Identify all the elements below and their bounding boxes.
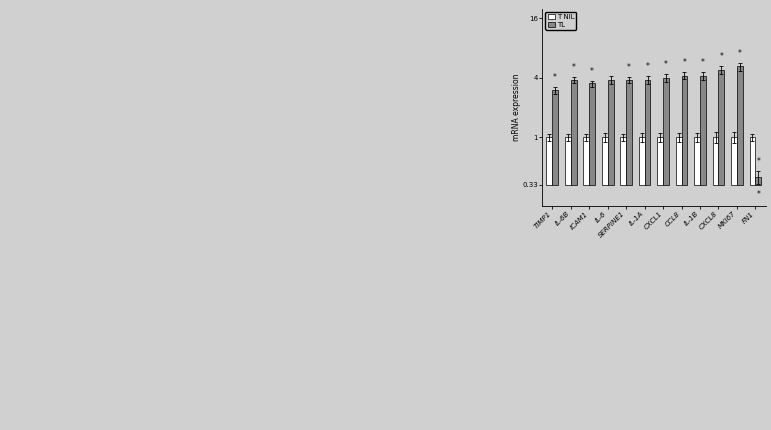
Bar [645, 80, 651, 185]
Bar [608, 80, 614, 185]
Bar [663, 78, 669, 185]
Y-axis label: mRNA expression: mRNA expression [512, 74, 520, 141]
Legend: T NIL, TL: T NIL, TL [546, 12, 576, 30]
Text: *: * [645, 62, 649, 71]
Text: *: * [756, 157, 760, 166]
Text: *: * [590, 67, 594, 76]
Bar [583, 137, 589, 185]
Text: *: * [701, 58, 705, 67]
Text: *: * [756, 190, 760, 199]
Bar [564, 137, 571, 185]
Bar [712, 137, 719, 185]
Bar [675, 137, 682, 185]
Bar [737, 67, 743, 185]
Bar [731, 137, 737, 185]
Bar [589, 83, 595, 185]
Text: *: * [664, 60, 668, 69]
Text: *: * [682, 58, 686, 67]
Text: *: * [627, 63, 631, 72]
Text: G: G [515, 0, 525, 2]
Bar [682, 76, 688, 185]
Text: *: * [719, 52, 723, 61]
Bar [547, 137, 552, 185]
Bar [694, 137, 700, 185]
Bar [700, 76, 706, 185]
Bar [749, 137, 756, 185]
Bar [756, 177, 761, 185]
Bar [552, 90, 558, 185]
Bar [719, 70, 725, 185]
Bar [620, 137, 626, 185]
Bar [601, 137, 608, 185]
Bar [571, 80, 577, 185]
Bar [657, 137, 663, 185]
Text: *: * [738, 49, 742, 58]
Bar [626, 80, 632, 185]
Bar [638, 137, 645, 185]
Text: *: * [571, 63, 575, 72]
Text: *: * [554, 73, 557, 82]
